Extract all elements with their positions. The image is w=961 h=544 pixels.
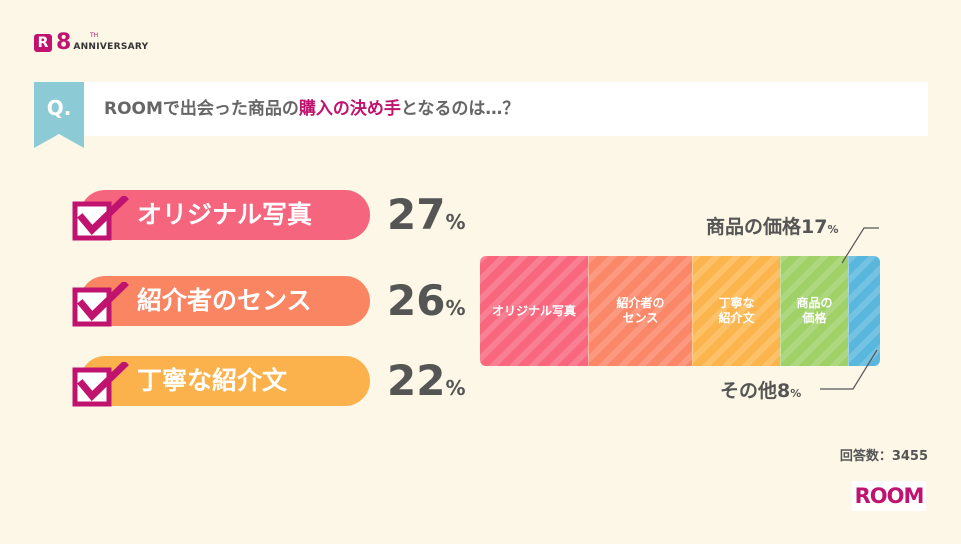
top3-percentage: 27% bbox=[387, 190, 466, 247]
bar-segment bbox=[848, 256, 880, 366]
checkbox-check-icon bbox=[72, 282, 129, 327]
top3-percentage-unit: % bbox=[445, 296, 466, 320]
stacked-bar-chart: オリジナル写真 紹介者の センス 丁寧な 紹介文 商品の 価格 bbox=[480, 256, 880, 366]
top3-percentage: 26% bbox=[387, 276, 466, 333]
top3-percentage-unit: % bbox=[445, 210, 466, 234]
top3-label: オリジナル写真 bbox=[137, 200, 313, 229]
top3-label: 丁寧な紹介文 bbox=[137, 366, 288, 395]
bar-segment-label: オリジナル写真 bbox=[491, 303, 576, 318]
bar-segment-label: 商品の 価格 bbox=[796, 296, 833, 325]
question-text-after: となるのは…？ bbox=[400, 99, 520, 119]
bar-segment: 紹介者の センス bbox=[588, 256, 692, 366]
checkbox-check-icon bbox=[72, 196, 129, 241]
top3-percentage: 22% bbox=[387, 356, 466, 413]
top3-percentage-value: 27 bbox=[387, 190, 446, 239]
question-text-before: ROOMで出会った商品の bbox=[104, 99, 299, 119]
top3-pill bbox=[80, 356, 370, 406]
logo-text: ANNIVERSARY bbox=[73, 42, 149, 52]
callout-price-value: 17 bbox=[801, 216, 828, 238]
top3-percentage-value: 22 bbox=[387, 356, 446, 405]
callout-price-unit: % bbox=[827, 223, 839, 236]
callout-price-label: 商品の価格 bbox=[706, 216, 802, 238]
top3-percentage-unit: % bbox=[445, 376, 466, 400]
top3-label: 紹介者のセンス bbox=[137, 286, 312, 315]
checkbox-check-icon bbox=[72, 362, 129, 407]
question-highlight: 購入の決め手 bbox=[298, 99, 401, 119]
logo-letter: R bbox=[34, 34, 52, 52]
callout-line-price bbox=[841, 227, 879, 264]
callout-line-other bbox=[820, 349, 878, 390]
anniversary-logo: R 8 TH ANNIVERSARY bbox=[34, 30, 149, 55]
top3-pill bbox=[80, 276, 370, 326]
top3-pill bbox=[80, 190, 370, 240]
callout-other-label: その他 bbox=[720, 380, 778, 402]
bar-segment: 商品の 価格 bbox=[780, 256, 848, 366]
logo-suffix: TH bbox=[90, 32, 99, 39]
bar-segment-label: 丁寧な 紹介文 bbox=[718, 296, 755, 325]
callout-other-value: 8 bbox=[777, 380, 791, 402]
bar-segment: オリジナル写真 bbox=[480, 256, 588, 366]
callout-other: その他8% bbox=[720, 376, 801, 403]
top3-percentage-value: 26 bbox=[387, 276, 446, 325]
callout-price: 商品の価格17% bbox=[706, 212, 839, 239]
bar-segment-label: 紹介者の センス bbox=[616, 296, 665, 325]
callout-other-unit: % bbox=[790, 387, 802, 400]
room-logo: ROOM bbox=[852, 481, 926, 511]
question-tag: Q. bbox=[34, 82, 84, 148]
question-text: ROOMで出会った商品の購入の決め手となるのは…？ bbox=[104, 82, 519, 136]
question-banner bbox=[34, 82, 928, 136]
logo-number: 8 bbox=[56, 30, 72, 55]
response-count: 回答数：3455 bbox=[839, 449, 928, 464]
question-tag-text: Q. bbox=[47, 96, 72, 120]
bar-segment: 丁寧な 紹介文 bbox=[692, 256, 780, 366]
